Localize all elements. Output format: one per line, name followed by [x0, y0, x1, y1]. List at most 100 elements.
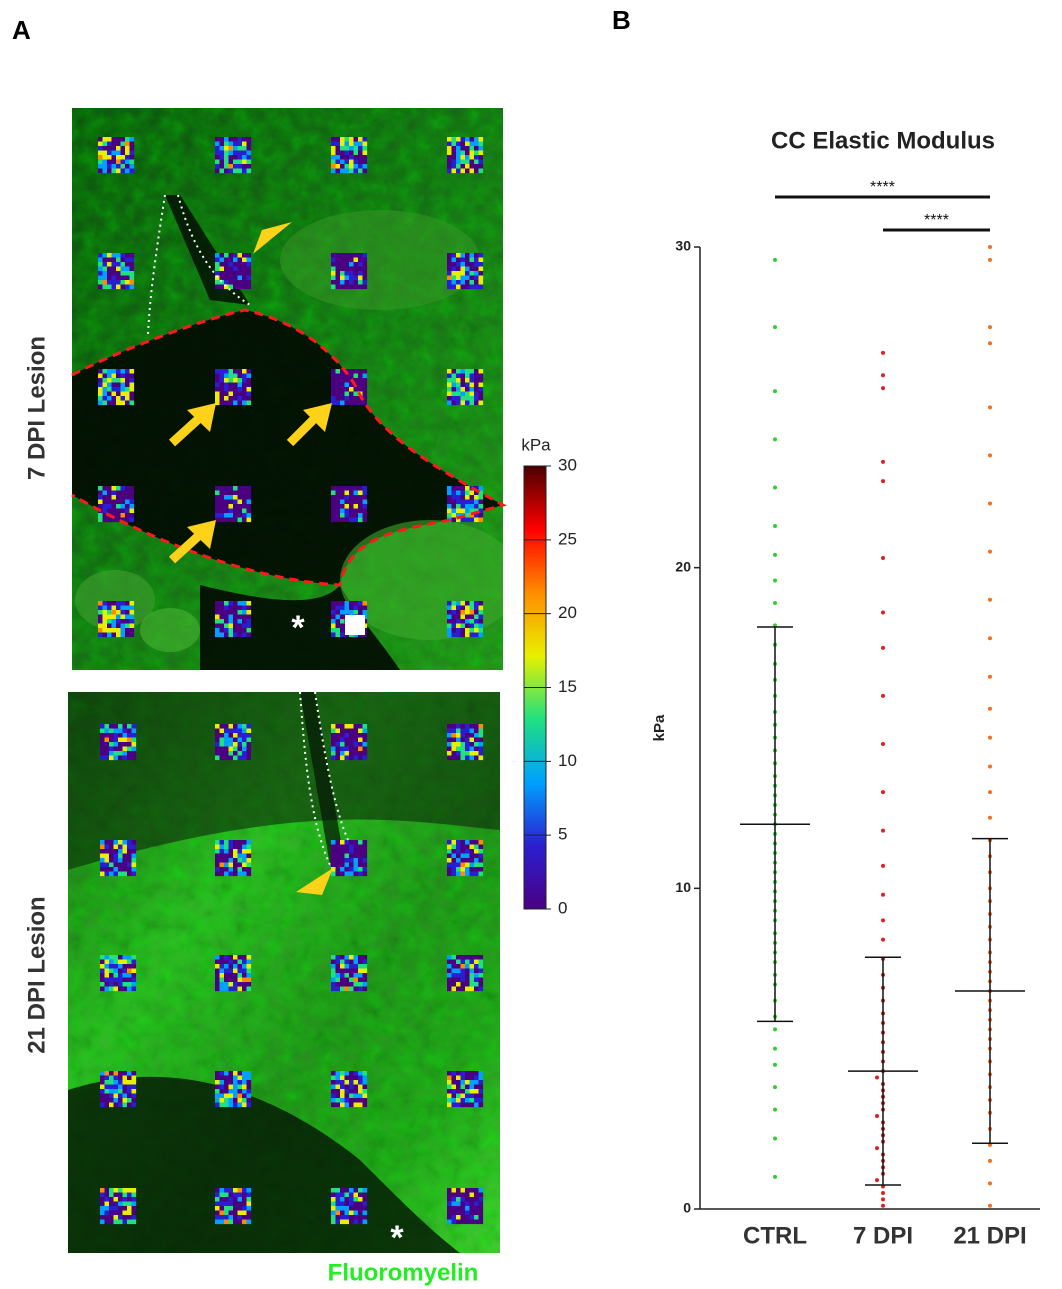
map-cell [246, 400, 252, 406]
map-cell [460, 257, 466, 263]
map-cell [228, 164, 234, 169]
map-cell [219, 504, 225, 509]
map-cell [451, 737, 457, 743]
map-cell [474, 1071, 479, 1076]
map-cell [362, 164, 368, 169]
map-cell [120, 513, 126, 518]
map-cell [233, 840, 238, 845]
map-cell [478, 253, 484, 258]
stiffness-map [215, 840, 252, 877]
map-cell [107, 619, 112, 624]
map-cell [118, 1102, 123, 1108]
map-cell [447, 499, 452, 505]
map-cell [219, 517, 225, 523]
map-cell [111, 369, 117, 374]
map-cell [362, 733, 368, 738]
map-cell [228, 871, 234, 877]
map-cell [456, 840, 461, 845]
map-cell [228, 378, 234, 383]
map-cell [331, 396, 336, 401]
map-cell [237, 1192, 243, 1198]
map-cell [331, 1075, 336, 1081]
map-cell [362, 495, 368, 500]
map-cell [102, 369, 108, 374]
stiffness-map [98, 369, 135, 406]
map-cell [469, 844, 475, 850]
map-cell [107, 387, 112, 392]
map-cell [118, 955, 123, 960]
map-cell [237, 737, 243, 743]
map-cell [344, 840, 350, 845]
map-cell [246, 849, 252, 854]
map-cell [456, 1075, 461, 1081]
map-cell [224, 632, 229, 638]
map-cell [242, 964, 247, 969]
map-cell [242, 1197, 247, 1202]
map-cell [451, 257, 457, 263]
map-cell [469, 986, 475, 992]
map-cell [335, 378, 341, 383]
map-cell [331, 858, 336, 863]
map-cell [242, 623, 247, 629]
map-cell [456, 968, 461, 974]
map-cell [344, 137, 350, 142]
map-cell [353, 266, 359, 272]
map-cell [469, 387, 475, 392]
map-cell [353, 968, 359, 974]
map-cell [340, 1197, 345, 1202]
map-cell [447, 982, 452, 987]
map-cell [478, 614, 484, 620]
map-cell [349, 373, 354, 379]
map-cell [353, 728, 359, 734]
map-cell [465, 490, 470, 496]
map-cell [460, 728, 466, 734]
micrograph-bottom [68, 692, 500, 1253]
map-cell [465, 982, 470, 987]
map-cell [98, 141, 103, 147]
map-cell [460, 746, 466, 752]
map-cell [469, 862, 475, 868]
map-cell [242, 387, 247, 392]
map-cell [344, 737, 350, 743]
map-cell [335, 499, 341, 505]
map-cell [331, 499, 336, 505]
map-cell [335, 168, 341, 174]
map-cell [447, 513, 452, 518]
map-cell [447, 280, 452, 285]
map-cell [456, 614, 461, 620]
map-cell [340, 275, 345, 281]
map-cell [219, 396, 225, 401]
map-cell [456, 746, 461, 752]
map-cell [358, 1089, 363, 1094]
map-cell [127, 1098, 132, 1103]
map-cell [219, 1206, 225, 1211]
map-cell [456, 751, 461, 756]
stiffness-map [447, 840, 484, 877]
map-cell [100, 1102, 105, 1108]
map-cell [340, 486, 345, 491]
map-cell [349, 986, 354, 992]
map-cell [465, 858, 470, 863]
map-cell [246, 164, 252, 169]
map-cell [344, 504, 350, 509]
map-cell [478, 257, 484, 263]
map-cell [344, 977, 350, 983]
map-cell [215, 1089, 220, 1094]
map-cell [122, 1197, 128, 1202]
map-cell [246, 632, 252, 638]
map-cell [127, 1093, 132, 1099]
map-cell [358, 973, 363, 978]
map-cell [469, 614, 475, 620]
map-cell [451, 601, 457, 606]
map-cell [120, 610, 126, 615]
map-cell [469, 623, 475, 629]
map-cell [109, 1102, 114, 1108]
data-point [881, 645, 885, 650]
map-cell [111, 504, 117, 509]
map-cell [242, 724, 247, 729]
map-cell [335, 271, 341, 276]
map-cell [447, 1219, 452, 1225]
map-cell [331, 257, 336, 263]
map-cell [474, 1098, 479, 1103]
map-cell [474, 387, 479, 392]
